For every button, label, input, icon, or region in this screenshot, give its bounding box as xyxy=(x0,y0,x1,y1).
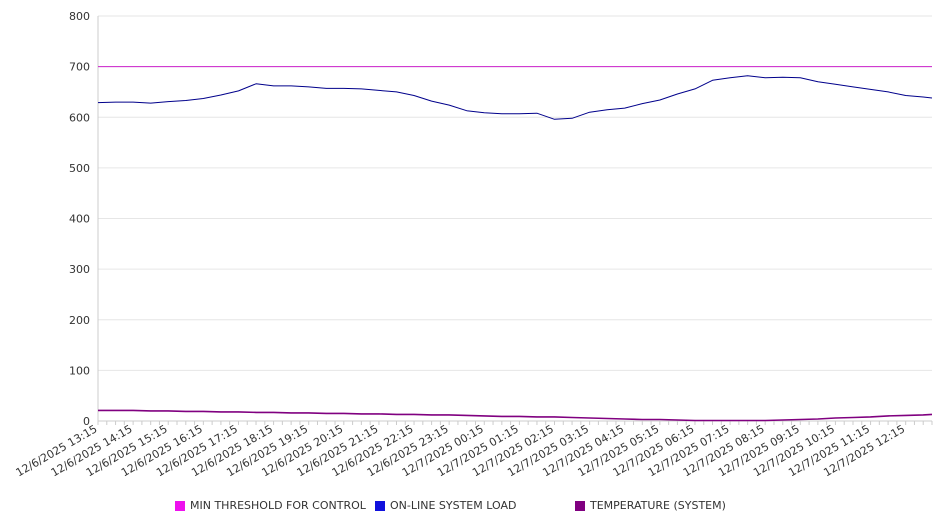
legend-item-min-threshold[interactable]: MIN THRESHOLD FOR CONTROL xyxy=(175,499,366,512)
y-tick-label: 700 xyxy=(69,61,90,74)
y-tick-label: 500 xyxy=(69,162,90,175)
y-tick-label: 800 xyxy=(69,10,90,23)
legend-swatch-min-threshold xyxy=(175,500,185,511)
series-line-1 xyxy=(97,75,933,120)
legend-label-temperature: TEMPERATURE (SYSTEM) xyxy=(590,499,726,512)
legend-item-temperature[interactable]: TEMPERATURE (SYSTEM) xyxy=(575,499,726,512)
series-line-2 xyxy=(98,409,933,422)
legend-swatch-temperature xyxy=(575,500,585,511)
y-tick-label: 0 xyxy=(83,415,90,428)
legend-label-system-load: ON-LINE SYSTEM LOAD xyxy=(390,499,517,512)
y-tick-label: 200 xyxy=(69,314,90,327)
y-tick-label: 400 xyxy=(69,213,90,226)
y-axis-tick-labels: 0 100 200 300 400 500 600 700 800 xyxy=(69,10,90,428)
legend-item-system-load[interactable]: ON-LINE SYSTEM LOAD xyxy=(375,499,516,512)
legend-swatch-system-load xyxy=(375,500,385,511)
series-lines xyxy=(97,66,933,422)
legend-label-min-threshold: MIN THRESHOLD FOR CONTROL xyxy=(190,499,366,512)
y-tick-label: 600 xyxy=(69,111,90,124)
legend: MIN THRESHOLD FOR CONTROL ON-LINE SYSTEM… xyxy=(0,496,946,516)
y-tick-label: 100 xyxy=(69,364,90,377)
y-tick-label: 300 xyxy=(69,263,90,276)
grid-lines xyxy=(98,15,932,371)
axes xyxy=(97,16,933,425)
